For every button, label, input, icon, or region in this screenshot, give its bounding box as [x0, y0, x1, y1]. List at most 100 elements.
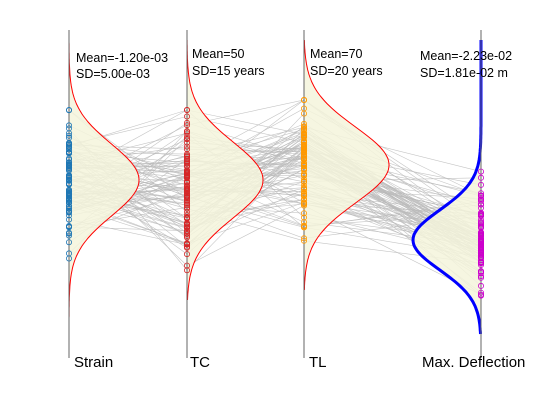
max-deflection-sample-marker [477, 193, 484, 200]
strain-sample-marker [66, 216, 73, 223]
strain-sample-marker [66, 148, 73, 155]
tc-sample-marker [183, 160, 190, 167]
tl-sample-marker [300, 134, 307, 141]
strain-sample-marker [66, 212, 73, 219]
strain-sample-marker [66, 161, 73, 168]
max-deflection-sample-marker [477, 260, 484, 267]
strain-sample-marker [66, 209, 73, 216]
tc-axis-label: TC [190, 354, 210, 371]
max-deflection-sample-marker [477, 168, 484, 175]
strain-sample-marker [66, 165, 73, 172]
tc-sample-marker [183, 143, 190, 150]
tc-density-curve [186, 40, 264, 301]
tc-mean-label: Mean=50 [192, 47, 245, 61]
strain-axis-label: Strain [74, 354, 113, 371]
tl-sd-label: SD=20 years [310, 64, 383, 78]
tl-axis-label: TL [309, 354, 327, 371]
tc-sample-marker [183, 189, 190, 196]
strain-mean-label: Mean=-1.20e-03 [76, 51, 168, 65]
strain-sample-marker [66, 181, 73, 188]
strain-sample-marker [66, 159, 73, 166]
max-deflection-sample-marker [477, 231, 484, 238]
max-deflection-sample-marker [477, 235, 484, 242]
tl-sample-marker [300, 123, 307, 130]
strain-density-fill [69, 40, 139, 330]
max-deflection-mean-label: Mean=-2.23e-02 [420, 49, 512, 63]
strain-sample-marker [66, 203, 73, 210]
strain-sample-marker [66, 199, 73, 206]
max-deflection-sample-marker [477, 210, 484, 217]
tc-sample-marker [183, 113, 190, 120]
tl-sample-marker [300, 202, 307, 209]
strain-sample-marker [66, 255, 73, 262]
tc-sample-marker [183, 136, 190, 143]
max-deflection-sample-marker [477, 268, 484, 275]
strain-sample-marker [66, 130, 73, 137]
tc-sample-marker [183, 122, 190, 129]
tl-sample-marker [300, 145, 307, 152]
max-deflection-sd-label: SD=1.81e-02 m [420, 66, 508, 80]
strain-sample-marker [66, 107, 73, 114]
max-deflection-sample-marker [477, 270, 484, 277]
tc-sample-marker [183, 130, 190, 137]
strain-sample-marker [66, 224, 73, 231]
tc-sample-marker [183, 185, 190, 192]
tc-sample-marker [183, 234, 190, 241]
tl-sample-marker [300, 147, 307, 154]
tc-sample-marker [183, 192, 190, 199]
tl-sample-marker [300, 105, 307, 112]
tc-sample-marker [183, 241, 190, 248]
tc-sample-marker [183, 107, 190, 114]
tc-sample-marker [183, 195, 190, 202]
strain-density-curve [68, 40, 140, 330]
tc-sample-marker [183, 244, 190, 251]
density-curves [68, 39, 483, 335]
strain-sample-marker [66, 239, 73, 246]
strain-sd-label: SD=5.00e-03 [76, 67, 150, 81]
tc-sample-marker [183, 151, 190, 158]
tc-sample-marker [183, 267, 190, 274]
tc-sample-marker [183, 153, 190, 160]
tl-sample-marker [300, 235, 307, 242]
tl-sample-marker [300, 97, 307, 104]
max-deflection-sample-marker [477, 261, 484, 268]
tc-sample-marker [183, 211, 190, 218]
tc-sample-marker [183, 205, 190, 212]
tl-sample-marker [300, 178, 307, 185]
tc-sample-marker [183, 172, 190, 179]
tc-sample-marker [183, 119, 190, 126]
max-deflection-sample-marker [477, 291, 484, 298]
tl-sample-marker [300, 210, 307, 217]
tc-sample-marker [183, 224, 190, 231]
tc-sample-marker [183, 162, 190, 169]
strain-sample-marker [66, 122, 73, 129]
tc-sample-marker [183, 232, 190, 239]
strain-sample-marker [66, 177, 73, 184]
sample-line [68, 144, 482, 237]
max-deflection-sample-marker [477, 174, 484, 181]
tl-sample-marker [300, 170, 307, 177]
strain-sample-marker [66, 195, 73, 202]
tc-sample-marker [183, 214, 190, 221]
strain-sample-marker [66, 125, 73, 132]
tc-sd-label: SD=15 years [192, 64, 265, 78]
strain-sample-marker [66, 187, 73, 194]
tl-density-fill [304, 40, 389, 290]
max-deflection-sample-marker [477, 201, 484, 208]
strain-sample-marker [66, 156, 73, 163]
strain-sample-marker [66, 230, 73, 237]
tl-sample-marker [300, 172, 307, 179]
tl-sample-marker [300, 156, 307, 163]
strain-sample-marker [66, 143, 73, 150]
tc-sample-marker [183, 251, 190, 258]
tl-sample-marker [300, 182, 307, 189]
sample-line [68, 109, 482, 246]
tl-sample-marker [300, 131, 307, 138]
max-deflection-sample-marker [477, 289, 484, 296]
max-deflection-sample-marker [477, 181, 484, 188]
tl-sample-marker [300, 237, 307, 244]
strain-sample-marker [66, 207, 73, 214]
tl-density-curve [303, 39, 390, 291]
